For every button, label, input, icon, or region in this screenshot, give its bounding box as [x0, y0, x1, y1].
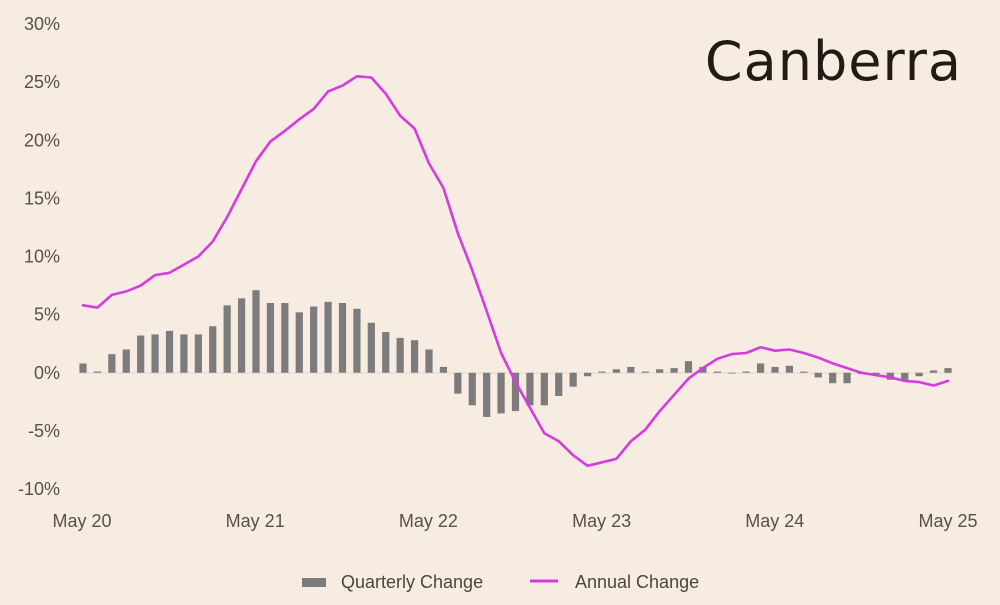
- quarterly-bar: [771, 366, 779, 373]
- quarterly-bar: [382, 332, 390, 373]
- quarterly-bar: [425, 349, 433, 373]
- quarterly-bar: [108, 354, 116, 373]
- x-tick-label: May 22: [399, 511, 458, 531]
- quarterly-bars: [79, 290, 952, 417]
- quarterly-bar: [526, 372, 534, 406]
- quarterly-bar: [814, 372, 822, 378]
- quarterly-bar: [540, 372, 548, 406]
- quarterly-bar: [785, 365, 794, 373]
- quarterly-bar: [93, 371, 102, 373]
- quarterly-bar: [79, 363, 87, 373]
- quarterly-bar: [656, 369, 664, 373]
- legend: Quarterly Change Annual Change: [302, 572, 699, 592]
- y-tick-label: 20%: [24, 130, 60, 150]
- y-tick-label: -5%: [28, 421, 60, 441]
- quarterly-bar: [598, 371, 606, 373]
- y-tick-label: 5%: [34, 305, 60, 325]
- quarterly-bar: [468, 372, 476, 406]
- quarterly-bar: [122, 349, 130, 373]
- x-tick-label: May 20: [52, 511, 111, 531]
- y-tick-label: 0%: [34, 363, 60, 383]
- quarterly-bar: [627, 366, 635, 373]
- quarterly-bar: [915, 372, 923, 377]
- quarterly-bar: [223, 305, 231, 373]
- quarterly-bar: [180, 334, 188, 373]
- quarterly-bar: [266, 303, 275, 373]
- quarterly-bar: [800, 371, 808, 373]
- quarterly-bar: [901, 372, 909, 380]
- quarterly-bar: [612, 369, 621, 373]
- quarterly-bar: [353, 308, 361, 373]
- quarterly-bar: [843, 372, 851, 384]
- quarterly-bar: [929, 370, 938, 373]
- quarterly-bar: [295, 312, 303, 373]
- quarterly-bar: [324, 301, 332, 373]
- quarterly-bar: [583, 372, 592, 377]
- x-tick-label: May 23: [572, 511, 631, 531]
- quarterly-bar: [396, 337, 404, 373]
- quarterly-bar: [829, 372, 837, 384]
- quarterly-bar: [728, 372, 736, 374]
- quarterly-bar: [194, 334, 202, 373]
- quarterly-bar: [310, 306, 318, 373]
- annual-line-layer: [81, 75, 950, 468]
- quarterly-bar: [483, 372, 491, 417]
- quarterly-bar: [742, 371, 750, 373]
- quarterly-bar: [569, 372, 577, 387]
- quarterly-bar: [454, 372, 462, 394]
- quarterly-bar: [410, 340, 419, 373]
- y-tick-label: 30%: [24, 14, 60, 34]
- quarterly-bar: [497, 372, 505, 414]
- quarterly-bar: [641, 371, 649, 373]
- annual-change-line: [81, 75, 950, 468]
- quarterly-bar: [944, 368, 952, 373]
- x-tick-label: May 21: [226, 511, 285, 531]
- chart-title: Canberra: [705, 30, 962, 93]
- x-tick-label: May 24: [745, 511, 804, 531]
- quarterly-bar: [281, 303, 289, 373]
- quarterly-bar: [209, 326, 217, 373]
- quarterly-bar: [511, 372, 520, 412]
- quarterly-bar: [252, 290, 260, 373]
- quarterly-bar: [756, 363, 765, 373]
- x-axis: May 20 May 21 May 22 May 23 May 24 May 25: [52, 511, 977, 531]
- y-axis: -10% -5% 0% 5% 10% 15% 20% 25% 30%: [18, 14, 60, 499]
- quarterly-bar: [555, 372, 563, 396]
- y-tick-label: 25%: [24, 72, 60, 92]
- quarterly-bar: [165, 330, 174, 373]
- quarterly-bar: [338, 303, 347, 373]
- y-tick-label: 15%: [24, 188, 60, 208]
- quarterly-bar: [237, 298, 246, 373]
- quarterly-bar: [137, 335, 145, 373]
- quarterly-bar: [670, 368, 678, 373]
- quarterly-bar: [684, 361, 693, 373]
- legend-label-annual: Annual Change: [575, 572, 699, 592]
- legend-swatch-quarterly: [302, 578, 326, 587]
- quarterly-bar: [367, 322, 375, 373]
- x-tick-label: May 25: [918, 511, 977, 531]
- quarterly-bar: [713, 371, 721, 373]
- quarterly-bar: [151, 334, 159, 373]
- legend-label-quarterly: Quarterly Change: [341, 572, 483, 592]
- y-tick-label: -10%: [18, 479, 60, 499]
- quarterly-bar: [439, 366, 448, 373]
- y-tick-label: 10%: [24, 247, 60, 267]
- quarterly-bar: [699, 366, 707, 373]
